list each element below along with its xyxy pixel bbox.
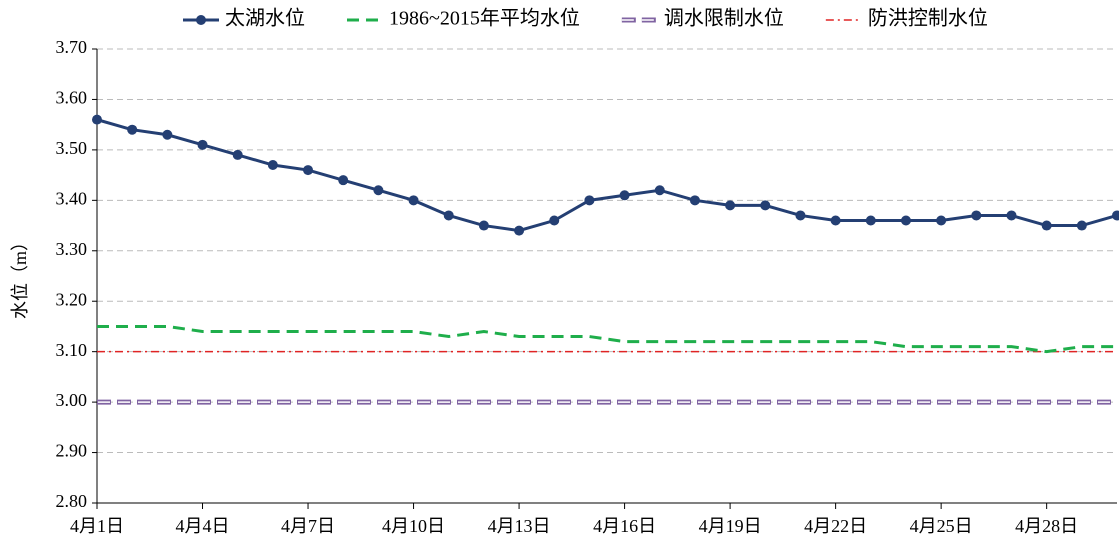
- y-tick-label: 3.60: [56, 88, 88, 108]
- marker: [303, 165, 314, 176]
- marker: [338, 175, 349, 186]
- legend-item: 调水限制水位: [621, 7, 784, 30]
- marker: [584, 195, 595, 206]
- marker: [197, 139, 208, 150]
- marker: [478, 220, 489, 231]
- y-tick-label: 2.90: [56, 441, 88, 461]
- legend-label: 1986~2015年平均水位: [389, 7, 580, 30]
- y-axis-label: 水位（m）: [10, 233, 30, 319]
- marker: [760, 200, 771, 211]
- marker: [971, 210, 982, 221]
- y-tick-label: 3.50: [56, 138, 88, 158]
- y-tick-label: 3.30: [56, 239, 88, 259]
- x-tick-label: 4月16日: [593, 516, 656, 536]
- marker: [795, 210, 806, 221]
- legend-label: 防洪控制水位: [868, 7, 988, 30]
- marker: [232, 149, 243, 160]
- legend-item: 1986~2015年平均水位: [347, 7, 580, 30]
- marker: [162, 129, 173, 140]
- marker: [443, 210, 454, 221]
- marker: [900, 215, 911, 226]
- x-tick-label: 4月19日: [699, 516, 762, 536]
- marker: [1076, 220, 1087, 231]
- x-tick-label: 4月22日: [804, 516, 867, 536]
- y-tick-label: 3.20: [56, 289, 88, 309]
- legend-marker: [196, 15, 206, 25]
- marker: [1112, 210, 1119, 221]
- marker: [1006, 210, 1017, 221]
- marker: [689, 195, 700, 206]
- legend-label: 调水限制水位: [664, 7, 784, 30]
- marker: [936, 215, 947, 226]
- x-tick-label: 4月7日: [281, 516, 335, 536]
- x-tick-label: 4月1日: [70, 516, 124, 536]
- marker: [514, 225, 525, 236]
- y-tick-label: 2.80: [56, 491, 88, 511]
- x-tick-label: 4月10日: [382, 516, 445, 536]
- x-tick-label: 4月13日: [488, 516, 551, 536]
- marker: [408, 195, 419, 206]
- marker: [1041, 220, 1052, 231]
- y-tick-label: 3.00: [56, 390, 88, 410]
- marker: [549, 215, 560, 226]
- x-tick-label: 4月25日: [910, 516, 973, 536]
- marker: [619, 190, 630, 201]
- y-tick-label: 3.40: [56, 188, 88, 208]
- series-line: [97, 324, 1117, 354]
- y-tick-label: 3.10: [56, 340, 88, 360]
- marker: [267, 160, 278, 171]
- y-tick-label: 3.70: [56, 37, 88, 57]
- marker: [373, 185, 384, 196]
- legend-label: 太湖水位: [225, 7, 305, 30]
- legend-item: 太湖水位: [183, 7, 305, 30]
- marker: [127, 124, 138, 135]
- series-line: [96, 118, 1118, 233]
- marker: [654, 185, 665, 196]
- marker: [865, 215, 876, 226]
- legend-item: 防洪控制水位: [825, 7, 988, 30]
- marker: [725, 200, 736, 211]
- marker: [92, 114, 102, 125]
- x-tick-label: 4月28日: [1015, 516, 1078, 536]
- marker: [830, 215, 841, 226]
- x-tick-label: 4月4日: [176, 516, 230, 536]
